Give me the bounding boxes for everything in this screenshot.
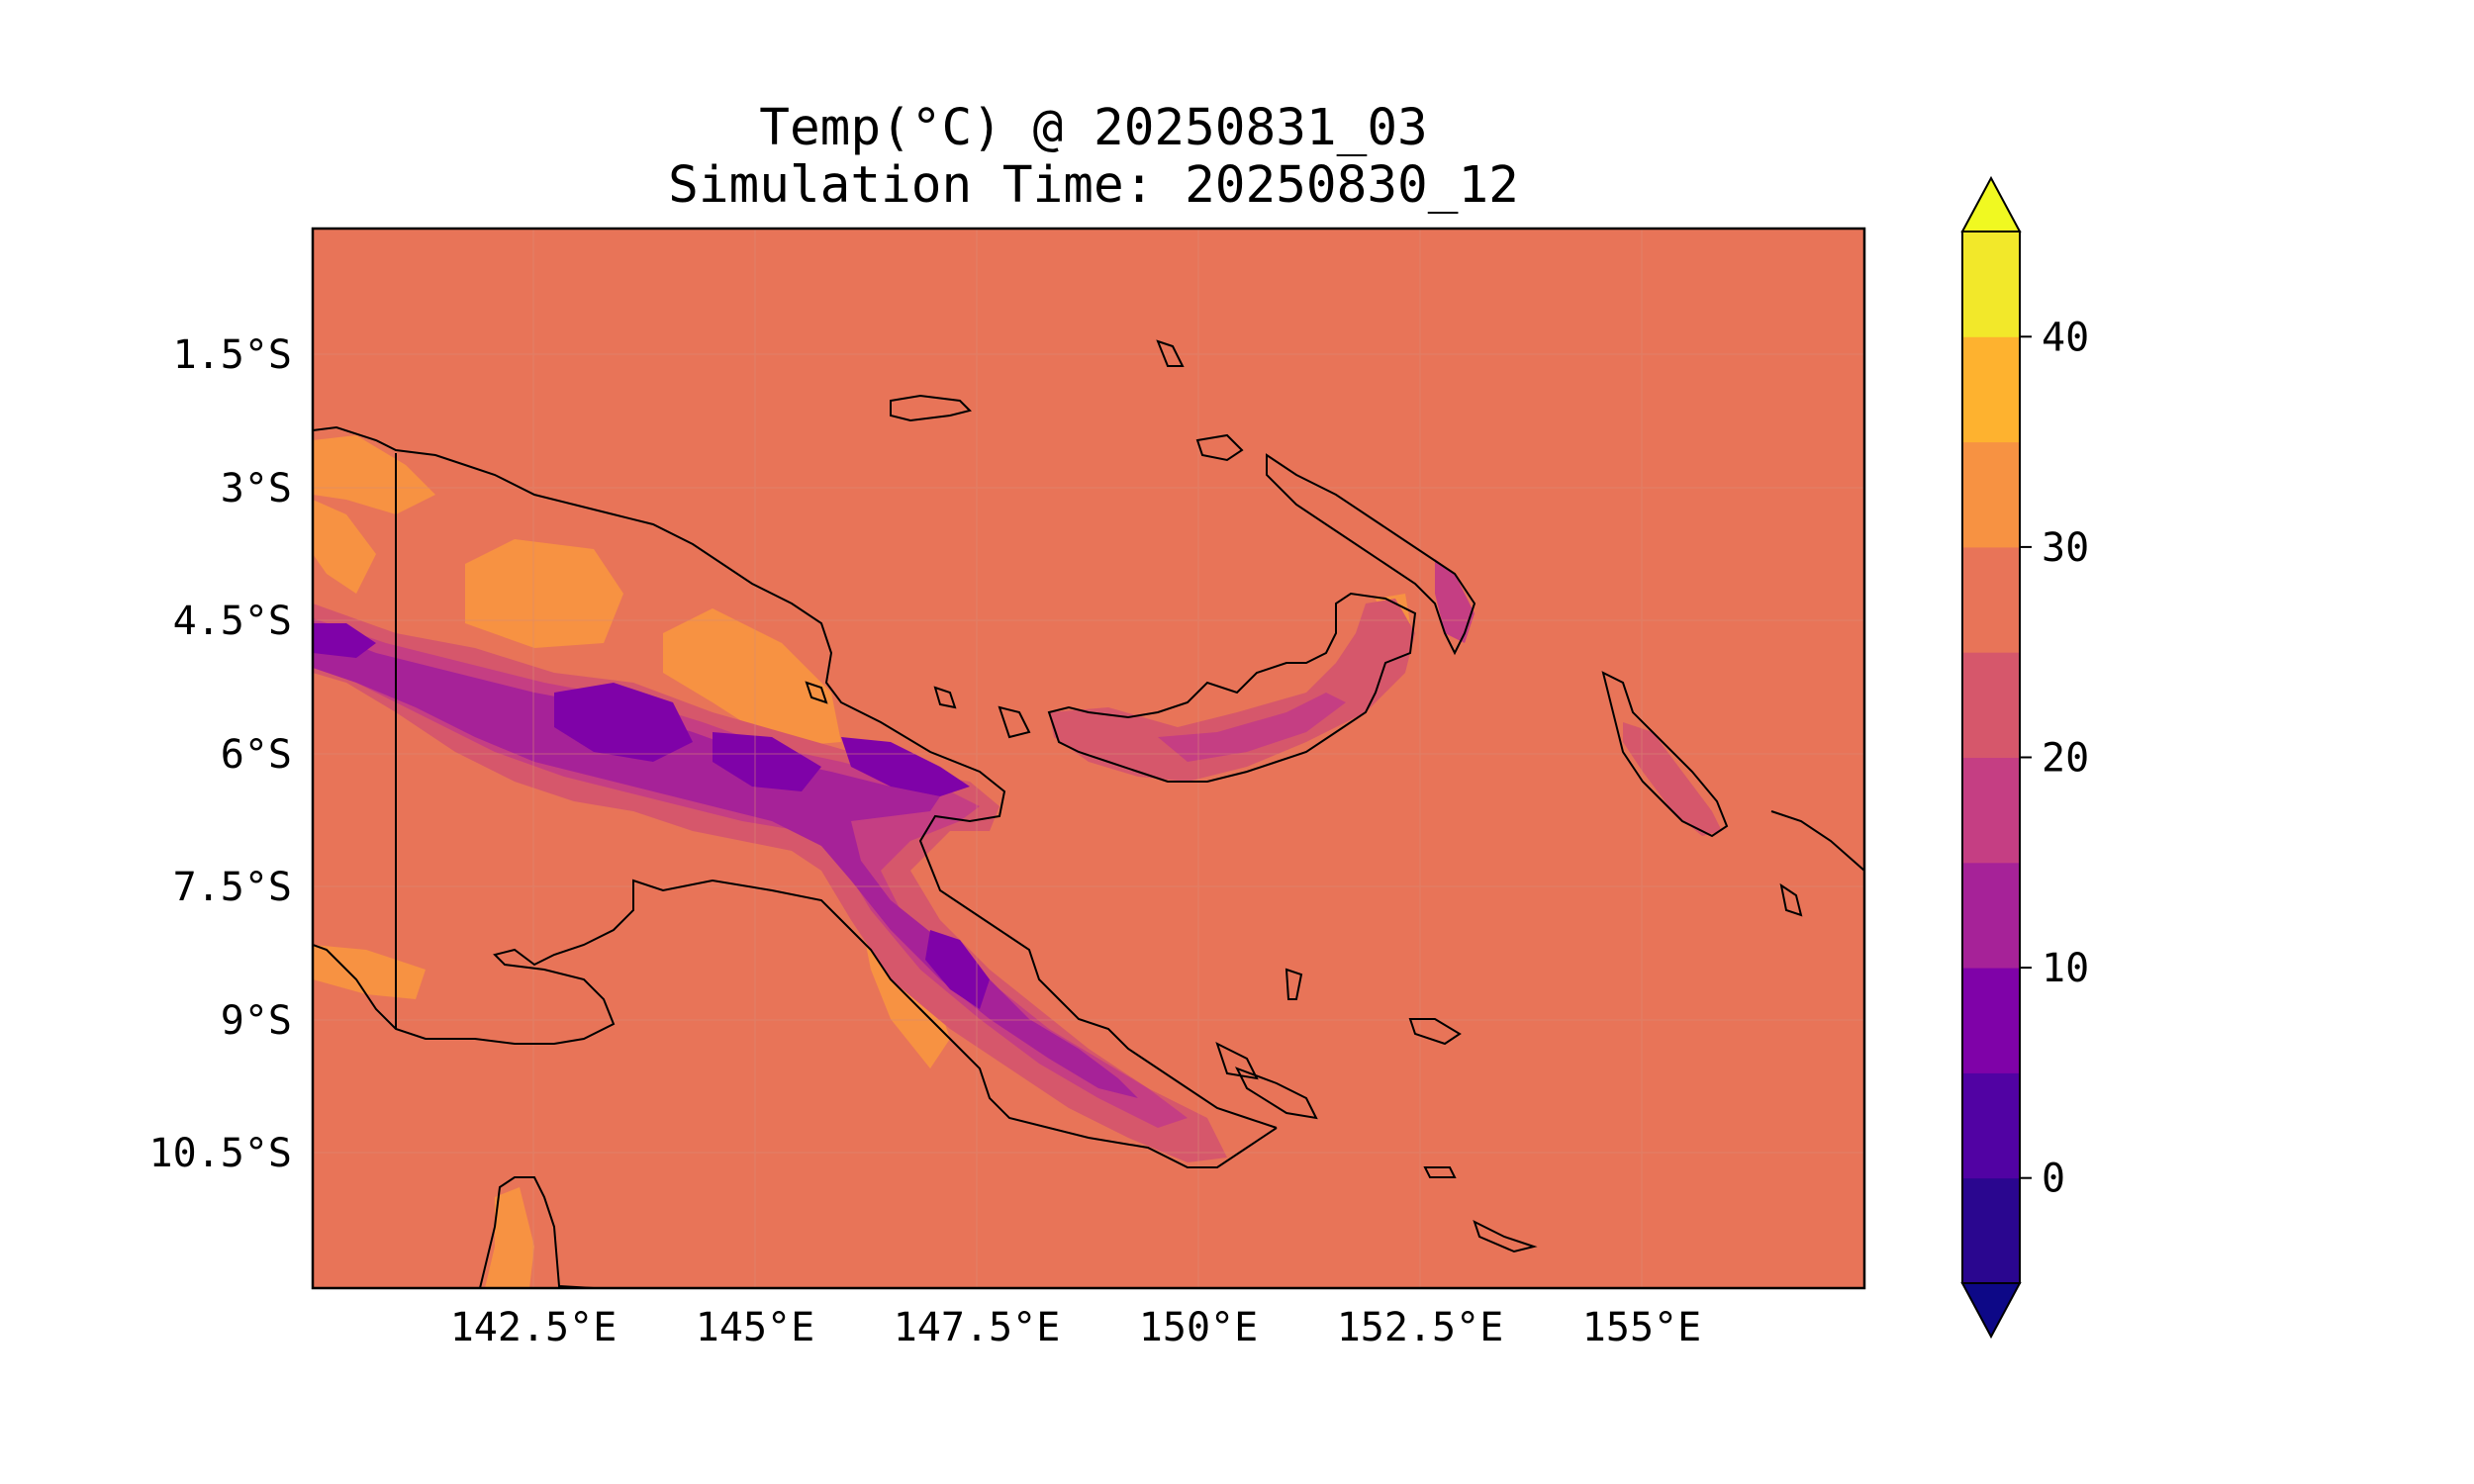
highland-core-5 (313, 623, 376, 658)
colorbar-segment (1962, 441, 2020, 548)
coastline-island-6 (1234, 1067, 1318, 1120)
coastline-island-7 (1408, 1018, 1462, 1046)
warm-patch-south (313, 945, 426, 999)
lat-tick-label: 6°S (221, 732, 292, 778)
lon-tick-label: 155°E (1582, 1305, 1701, 1350)
highland-core-2 (713, 732, 821, 791)
colorbar-segment (1962, 546, 2020, 653)
lat-tick-label: 7.5°S (173, 865, 292, 910)
coastline-island-1 (1195, 433, 1244, 462)
colorbar-segment (1962, 232, 2020, 337)
coastline-bougainville (1601, 671, 1729, 838)
colorbar-tick-label: 10 (2042, 946, 2089, 991)
coastline-island-9 (1423, 1166, 1457, 1178)
colorbar-segment (1962, 1072, 2020, 1179)
lon-tick-label: 142.5°E (450, 1305, 618, 1350)
coastline-new-guinea-south (313, 879, 1278, 1168)
coastlines (313, 339, 1864, 1288)
colorbar-tick-label: 20 (2042, 736, 2089, 782)
gridlines (313, 229, 1864, 1288)
lat-tick-labels: 1.5°S 3°S 4.5°S 6°S 7.5°S 9°S 10.5°S (149, 332, 293, 1176)
coastline-solomons (1770, 810, 1864, 872)
colorbar: 0 10 20 30 40 (1960, 175, 2089, 1340)
bougainville-field (1623, 722, 1722, 836)
coastline-new-britain (1047, 592, 1417, 783)
warm-patch-sepik (663, 608, 841, 747)
coastline-island-10 (1285, 968, 1303, 1000)
lon-tick-label: 150°E (1139, 1305, 1258, 1350)
new-ireland-field (1435, 559, 1475, 643)
lon-tick-label: 147.5°E (894, 1305, 1061, 1350)
highland-core-1 (554, 683, 693, 762)
coastline-manus (890, 394, 972, 422)
lat-tick-label: 10.5°S (149, 1131, 293, 1176)
colorbar-segment (1962, 968, 2020, 1073)
coastline-island-12 (1779, 882, 1803, 917)
lon-tick-label: 152.5°E (1337, 1305, 1504, 1350)
plot-title-line2: Simulation Time: 20250830_12 (668, 156, 1519, 215)
coastline-australia (479, 1176, 595, 1288)
highland-core-4 (925, 930, 990, 1009)
coastline-island-4 (933, 686, 957, 709)
lon-tick-labels: 142.5°E 145°E 147.5°E 150°E 152.5°E 155°… (450, 1305, 1702, 1350)
colorbar-segment (1962, 862, 2020, 969)
coastline-island-8 (1473, 1220, 1538, 1253)
plot-title-line1: Temp(°C) @ 20250831_03 (759, 99, 1428, 157)
colorbar-under-arrow (1960, 1282, 2022, 1340)
colorbar-segment (1962, 336, 2020, 443)
lat-tick-label: 3°S (221, 466, 292, 511)
new-britain-field (1049, 599, 1415, 782)
coastline-new-ireland (1266, 453, 1476, 656)
highland-band-inner (313, 628, 1138, 1098)
coastline-island-5 (1215, 1042, 1259, 1080)
colorbar-segment (1962, 757, 2020, 864)
highland-core-3 (841, 737, 970, 796)
colorbar-segments (1962, 232, 2020, 1284)
lat-tick-label: 9°S (221, 998, 292, 1044)
coastline-island-11 (805, 681, 828, 704)
map-frame (311, 227, 1866, 1290)
warm-patch-west (313, 435, 435, 514)
colorbar-tick-label: 40 (2042, 315, 2089, 360)
colorbar-tick-label: 0 (2042, 1157, 2065, 1202)
coastline-new-guinea-north (313, 425, 1278, 1129)
temperature-contours (313, 435, 1722, 1288)
colorbar-tick-label: 30 (2042, 525, 2089, 571)
coastline-island-3 (998, 705, 1031, 739)
map-panel (311, 227, 1866, 1290)
warm-patch-west-2 (313, 500, 376, 594)
colorbar-segment (1962, 1177, 2020, 1284)
coastline-island-2 (1156, 339, 1185, 367)
colorbar-segment (1962, 652, 2020, 758)
colorbar-over-arrow (1960, 175, 2022, 232)
colorbar-ticks: 0 10 20 30 40 (2020, 315, 2089, 1202)
lat-tick-label: 1.5°S (173, 332, 292, 378)
lon-tick-label: 145°E (696, 1305, 814, 1350)
lat-tick-label: 4.5°S (173, 599, 292, 644)
new-britain-core (1158, 693, 1346, 762)
